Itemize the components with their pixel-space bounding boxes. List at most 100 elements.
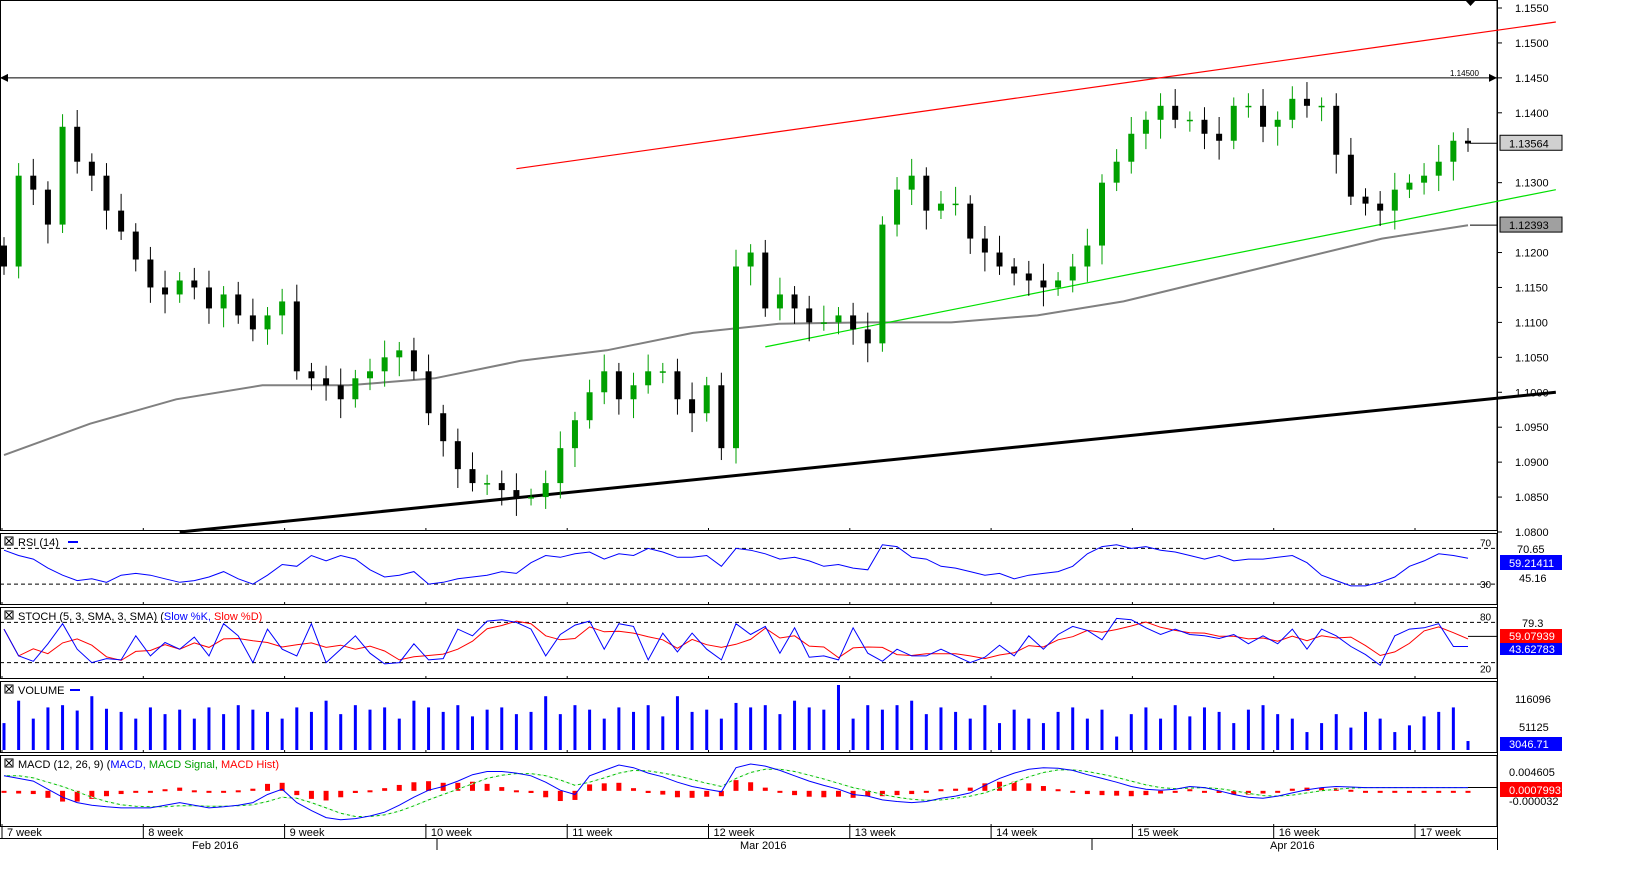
candle-body [908, 175, 915, 190]
rsi-close-cross-icon [5, 537, 13, 545]
macd-hist-bar [323, 790, 329, 801]
volume-bar [529, 711, 533, 750]
price-tick-label: 1.1300 [1515, 178, 1549, 190]
macd-hist-bar [352, 790, 358, 793]
macd-hist-bar [572, 790, 578, 800]
macd-hist-bar [1216, 790, 1222, 793]
macd-hist-bar [1187, 789, 1193, 792]
candle-body [1391, 189, 1398, 211]
candle-body [1245, 105, 1252, 108]
macd-axis-label: 0.004605 [1509, 767, 1555, 779]
macd-hist-bar [704, 790, 710, 797]
price-tick-label: 1.1050 [1515, 352, 1549, 364]
volume-bar [236, 705, 240, 750]
volume-bar [968, 718, 972, 750]
price-tick-label: 1.1150 [1515, 282, 1548, 294]
candle-body [923, 175, 930, 211]
candle-body [1230, 105, 1237, 141]
volume-bar [207, 707, 211, 750]
candle-body [1347, 154, 1354, 197]
candle-body [1157, 105, 1164, 120]
candle-body [967, 203, 974, 239]
candle-body [820, 322, 827, 324]
volume-bar [368, 709, 372, 750]
candle-body [1303, 98, 1310, 106]
volume-value-label: 3046.71 [1509, 739, 1549, 751]
macd-hist-bar [426, 781, 432, 791]
support-trendline [179, 390, 1556, 534]
macd-hist-bar [1421, 790, 1427, 793]
macd-hist-bar [133, 790, 139, 793]
volume-axis-label: 116096 [1515, 694, 1551, 706]
volume-bar [1349, 727, 1353, 750]
macd-hist-bar [528, 790, 534, 793]
volume-bar [500, 707, 504, 750]
macd-close-cross-icon [5, 759, 13, 767]
volume-bar [148, 707, 152, 750]
arrow-right-icon [1489, 73, 1497, 82]
macd-hist-bar [587, 784, 593, 791]
candle-body [205, 287, 212, 309]
macd-hist-bar [1450, 790, 1456, 793]
volume-bar [75, 710, 79, 750]
candle-body [864, 329, 871, 344]
candle-body [791, 294, 798, 309]
arrow-left-icon [0, 73, 8, 82]
horizontal-level-label: 1.14500 [1450, 69, 1479, 78]
volume-bar [1100, 709, 1104, 750]
volume-bar [1334, 714, 1338, 750]
macd-hist-bar [923, 790, 929, 793]
volume-bar [1364, 711, 1368, 750]
macd-axis-label: -0.000032 [1509, 796, 1559, 808]
candle-body [264, 315, 271, 330]
candle-body [689, 399, 696, 414]
macd-hist-bar [1231, 790, 1237, 795]
volume-bar [910, 700, 914, 750]
volume-bar [412, 700, 416, 750]
volume-bar [675, 696, 679, 750]
week-label: 9 week [290, 827, 325, 839]
candle-body [557, 448, 564, 484]
volume-bar [924, 714, 928, 750]
macd-hist-bar [1348, 789, 1354, 792]
macd-hist-bar [1040, 786, 1046, 791]
volume-bar [1217, 711, 1221, 750]
candle-body [1099, 182, 1105, 246]
volume-bar [807, 707, 811, 750]
candle-body [674, 371, 681, 400]
stoch-close-cross-icon [5, 611, 13, 619]
macd-hist-bar [865, 790, 871, 797]
macd-hist-bar [792, 790, 798, 796]
volume-bar [17, 700, 21, 750]
volume-bar [324, 700, 328, 750]
stoch-k-line [3, 617, 1468, 667]
volume-bar [602, 718, 606, 750]
macd-hist-bar [748, 782, 754, 791]
candle-body [425, 371, 432, 414]
volume-bar [1451, 707, 1455, 750]
price-tick-label: 1.1100 [1515, 317, 1548, 329]
volume-bar [1320, 723, 1324, 750]
volume-bar [1466, 741, 1470, 750]
rsi-value-box [1500, 555, 1562, 570]
candle-body [498, 483, 505, 491]
macd-hist-bar [499, 787, 505, 791]
candle-body [1333, 105, 1340, 155]
volume-bar [251, 709, 255, 750]
macd-hist-bar [1172, 790, 1178, 793]
volume-bar [266, 711, 270, 750]
macd-hist-bar [191, 790, 197, 793]
candle-body [1172, 105, 1179, 120]
candle-body [308, 371, 315, 379]
macd-hist-bar [382, 788, 388, 791]
volume-bar [514, 714, 518, 750]
volume-bar [749, 707, 753, 750]
candle-body [937, 203, 944, 211]
candle-body [220, 294, 227, 309]
macd-hist-bar [235, 790, 241, 793]
macd-hist-bar [821, 790, 827, 798]
candle-body [1450, 140, 1457, 162]
volume-bar [470, 716, 474, 750]
